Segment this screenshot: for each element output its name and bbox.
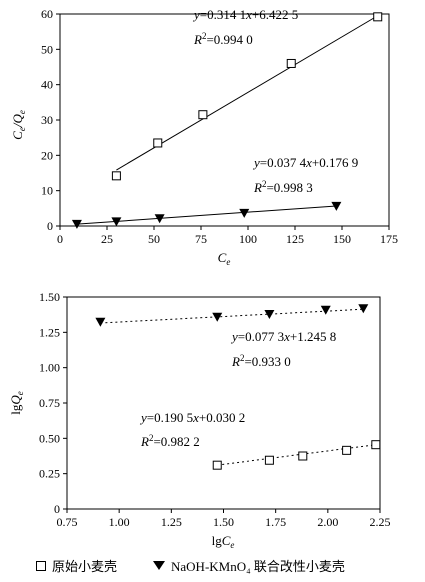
x-axis-label: Ce (218, 250, 231, 267)
x-axis-label: lgCe (212, 533, 235, 550)
triangle-data-point (320, 305, 331, 315)
y-tick-label: 60 (41, 7, 53, 21)
x-tick-label: 25 (101, 232, 113, 246)
triangle-data-point (71, 219, 82, 229)
legend-item-raw: 原始小麦壳 (52, 559, 118, 574)
x-tick-label: 0.75 (57, 515, 78, 529)
triangle-data-point (239, 208, 250, 218)
x-tick-label: 50 (148, 232, 160, 246)
y-tick-label: 0 (47, 219, 53, 233)
triangle-data-point (111, 217, 122, 227)
triangle-data-point (95, 317, 106, 327)
x-tick-label: 75 (195, 232, 207, 246)
fit-equation-raw: y=0.314 1x+6.422 5 (192, 7, 298, 22)
square-data-point (298, 451, 308, 461)
x-tick-label: 0 (57, 232, 63, 246)
fit-line (76, 205, 337, 225)
fit-equation-modified: y=0.077 3x+1.245 8 (230, 329, 336, 344)
y-tick-label: 40 (41, 78, 53, 92)
x-tick-label: 150 (333, 232, 351, 246)
x-tick-label: 1.75 (265, 515, 286, 529)
y-axis-label: Ce/Qe (10, 110, 27, 140)
triangle-data-point (212, 312, 223, 322)
legend: 原始小麦壳 NaOH-KMnO₄ 联合改性小麦壳 (36, 556, 345, 575)
y-tick-label: 30 (41, 113, 53, 127)
x-tick-label: 125 (286, 232, 304, 246)
legend-item-modified: NaOH-KMnO₄ 联合改性小麦壳 (171, 559, 345, 574)
freundlich-plot: 0.75 1.00 1.25 1.50 1.75 2.00 2.25 0 0.25 0.50 0.… (8, 290, 391, 550)
y-tick-label: 0.25 (39, 467, 60, 481)
square-data-point (342, 445, 352, 455)
x-tick-label: 1.00 (109, 515, 130, 529)
square-data-point (198, 110, 208, 120)
fit-line (100, 308, 364, 324)
square-data-point (264, 455, 274, 465)
square-data-point (153, 138, 163, 148)
y-tick-label: 0.50 (39, 431, 60, 445)
fit-r2-raw: R2=0.994 0 (193, 31, 253, 47)
triangle-down-marker-icon (153, 561, 166, 570)
square-data-point (371, 440, 381, 450)
triangle-data-point (331, 201, 342, 211)
x-tick-label: 1.25 (161, 515, 182, 529)
fit-equation-modified: y=0.037 4x+0.176 9 (252, 155, 358, 170)
triangle-data-point (264, 309, 275, 319)
x-tick-label: 2.00 (317, 515, 338, 529)
y-tick-label: 0.75 (39, 396, 60, 410)
y-axis-label: lgQe (8, 391, 25, 415)
y-tick-label: 1.50 (39, 290, 60, 304)
fit-equation-raw: y=0.190 5x+0.030 2 (139, 410, 245, 425)
fit-r2-raw: R2=0.982 2 (140, 433, 200, 449)
y-tick-label: 0 (54, 502, 60, 516)
triangle-data-point (154, 214, 165, 224)
x-tick-label: 175 (380, 232, 398, 246)
y-tick-label: 50 (41, 42, 53, 56)
x-tick-label: 100 (239, 232, 257, 246)
square-data-point (373, 12, 383, 22)
y-tick-label: 20 (41, 148, 53, 162)
y-tick-label: 1.25 (39, 325, 60, 339)
fit-line (217, 444, 376, 466)
square-data-point (286, 58, 296, 68)
x-tick-label: 2.25 (370, 515, 391, 529)
langmuir-plot: 0 25 50 75 100 125 150 175 0 10 20 30 40 50 60 Ce Ce/… (10, 7, 398, 267)
fit-r2-modified: R2=0.933 0 (231, 353, 291, 369)
fit-r2-modified: R2=0.998 3 (253, 179, 313, 195)
y-tick-label: 10 (41, 184, 53, 198)
y-tick-label: 1.00 (39, 361, 60, 375)
square-data-point (212, 460, 222, 470)
square-data-point (111, 171, 121, 181)
triangle-data-point (358, 304, 369, 314)
square-marker-icon (36, 560, 46, 571)
x-tick-label: 1.50 (213, 515, 234, 529)
